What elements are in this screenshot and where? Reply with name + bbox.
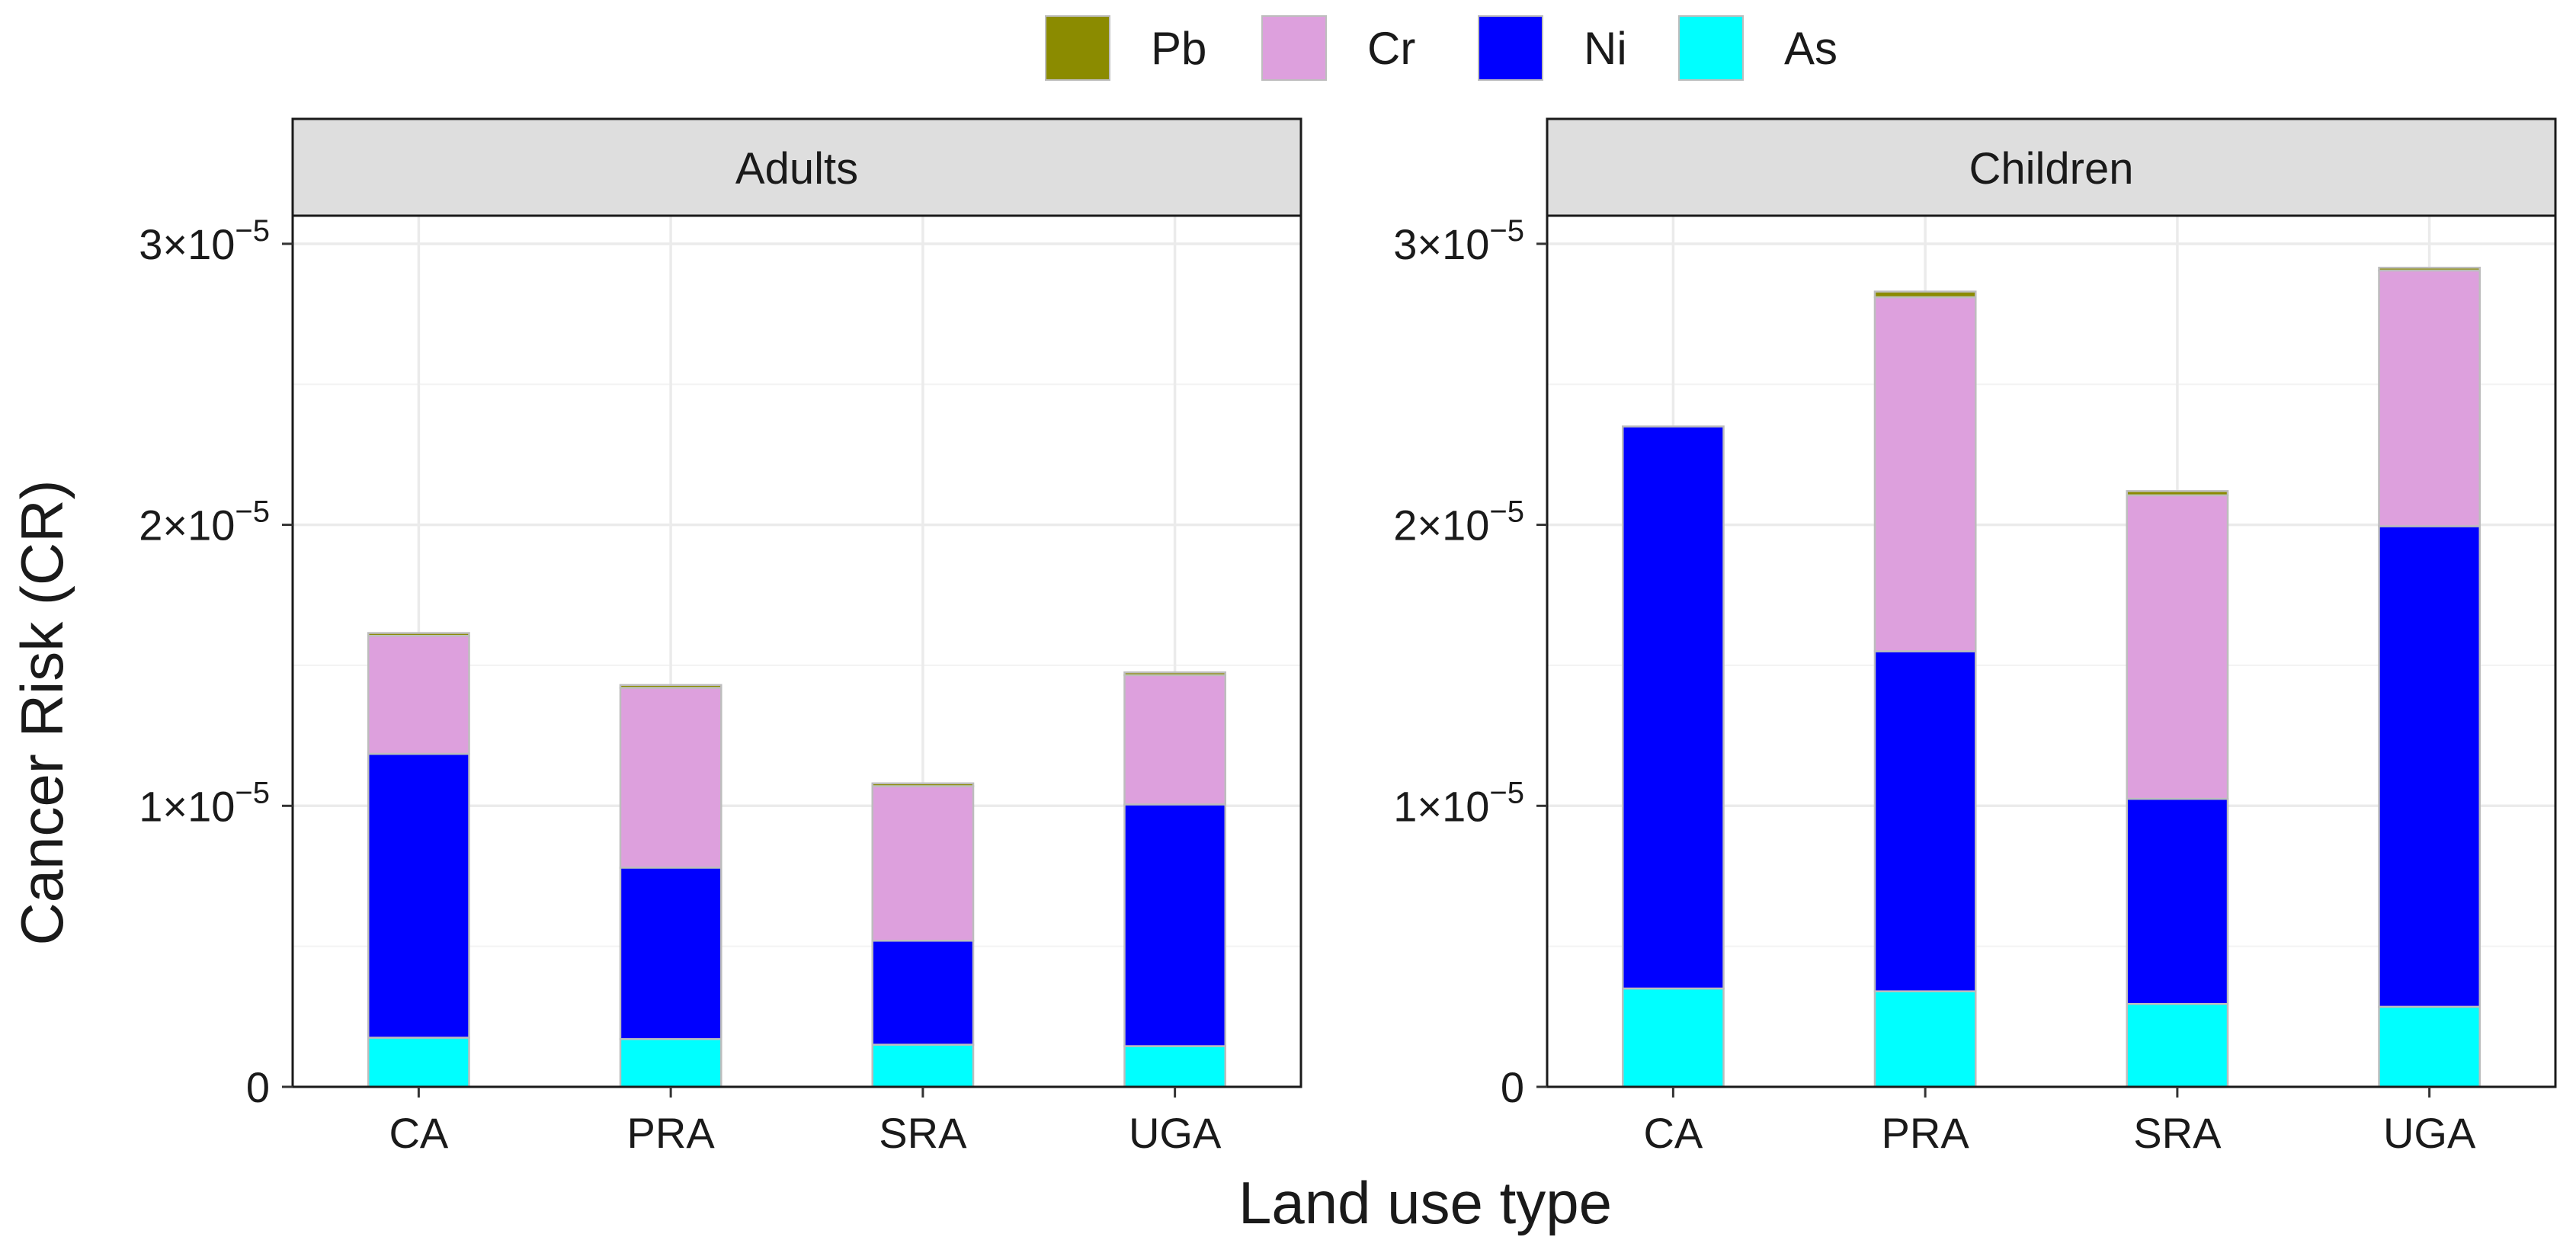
x-tick-label-pra: PRA [1882,1109,1970,1157]
y-tick-label: 3×10−5 [139,214,270,268]
facet-strip [291,117,1302,217]
bar-pb-pra [619,684,722,689]
bar-ni-ca [367,752,470,1039]
bar-as-pra [1873,990,1977,1088]
x-tick-label-sra: SRA [2133,1109,2222,1157]
bar-ni-uga [1123,803,1227,1047]
y-tick-label: 2×10−5 [139,495,270,550]
bar-pb-sra [2126,490,2229,497]
bar-as-sra [2126,1002,2229,1088]
y-tick-label: 0 [246,1063,270,1111]
legend-item-cr: Cr [1261,15,1415,81]
bar-cr-sra [2126,494,2229,800]
bar-pb-uga [2378,266,2481,272]
bar-ni-uga [2378,525,2481,1008]
bar-as-uga [1123,1045,1227,1088]
legend-item-pb: Pb [1045,15,1206,81]
legend-swatch-ni [1478,15,1543,81]
legend-item-as: As [1678,15,1837,81]
legend-label-as: As [1784,23,1837,74]
bar-stack-sra [2126,490,2229,1088]
bar-pb-pra [1873,290,1977,299]
facet-strip-label: Adults [735,144,858,194]
legend-item-ni: Ni [1478,15,1627,81]
bar-ni-sra [871,940,975,1046]
bar-stack-pra [1873,290,1977,1088]
legend-label-pb: Pb [1151,23,1206,74]
y-tick-label: 1×10−5 [139,776,270,830]
bar-cr-uga [1123,674,1227,806]
bar-cr-pra [1873,296,1977,652]
x-tick-label-ca: CA [389,1109,448,1157]
bar-ni-ca [1621,425,1725,990]
y-axis-title: Cancer Risk (CR) [8,479,75,945]
facet-strip-label: Children [1969,144,2134,194]
y-tick-label: 1×10−5 [1393,776,1524,830]
y-tick-label: 2×10−5 [1393,495,1524,550]
bar-ni-pra [619,867,722,1040]
bar-stack-ca [367,632,470,1088]
bar-pb-sra [871,782,975,787]
bar-stack-sra [871,782,975,1088]
y-tick-label: 0 [1501,1063,1524,1111]
bar-as-ca [1621,987,1725,1088]
bar-ni-sra [2126,797,2229,1005]
bar-stack-ca [1621,425,1725,1088]
x-axis-title: Land use type [1238,1169,1612,1236]
legend-swatch-pb [1045,15,1110,81]
bar-cr-ca [367,634,470,755]
legend-swatch-as [1678,15,1744,81]
x-tick-label-uga: UGA [2383,1109,2476,1157]
y-tick-label: 3×10−5 [1393,214,1524,268]
bar-cr-uga [2378,269,2481,527]
x-tick-label-sra: SRA [879,1109,967,1157]
x-tick-label-pra: PRA [627,1109,716,1157]
bar-as-ca [367,1037,470,1088]
bar-cr-sra [871,785,975,942]
panel-adults: Adults 0 1×10−5 2×10−5 3×10−5 CA PRA SRA UGA [139,117,1302,1157]
legend: Pb Cr Ni As [1045,15,1837,81]
x-tick-label-uga: UGA [1129,1109,1222,1157]
bar-stack-uga [1123,671,1227,1088]
bar-pb-uga [1123,671,1227,677]
bar-pb-ca [367,632,470,637]
legend-label-ni: Ni [1584,23,1627,74]
bar-as-pra [619,1038,722,1088]
legend-label-cr: Cr [1367,23,1415,74]
x-tick-label-ca: CA [1643,1109,1703,1157]
facet-strip [1546,117,2557,217]
panel-children: Children 0 1×10−5 2×10−5 3×10−5 CA PRA SRA UGA [1393,117,2557,1157]
bar-stack-uga [2378,266,2481,1088]
bar-cr-pra [619,687,722,869]
bar-stack-pra [619,684,722,1088]
bar-as-sra [871,1043,975,1088]
bar-as-uga [2378,1005,2481,1088]
bar-ni-pra [1873,650,1977,992]
legend-swatch-cr [1261,15,1327,81]
